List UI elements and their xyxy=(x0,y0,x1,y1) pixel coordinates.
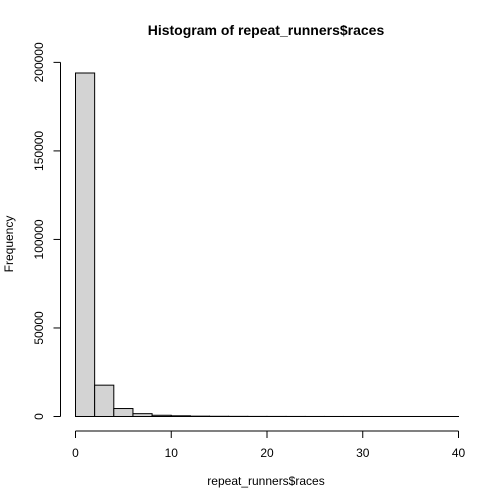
y-tick-label: 200000 xyxy=(32,42,46,82)
x-tick-label: 0 xyxy=(72,446,79,460)
chart-title: Histogram of repeat_runners$races xyxy=(148,22,385,38)
histogram-bar xyxy=(75,72,96,417)
y-tick-label: 150000 xyxy=(32,131,46,171)
histogram-bar xyxy=(94,384,115,418)
x-tick-label: 20 xyxy=(260,446,274,460)
x-axis: 0 10 20 30 40 xyxy=(72,430,466,460)
histogram-bar xyxy=(170,415,191,417)
x-tick-label: 30 xyxy=(356,446,370,460)
histogram-bar xyxy=(132,413,153,418)
y-axis-title: Frequency xyxy=(2,216,16,273)
x-tick-label: 10 xyxy=(165,446,179,460)
y-tick-label: 0 xyxy=(32,413,46,420)
x-tick-label: 40 xyxy=(452,446,466,460)
y-axis: 0 50000 100000 150000 200000 xyxy=(32,42,61,420)
histogram-bar xyxy=(113,408,134,418)
y-tick-label: 100000 xyxy=(32,219,46,259)
y-tick-label: 50000 xyxy=(32,311,46,345)
x-axis-title: repeat_runners$races xyxy=(207,474,324,488)
histogram-bars xyxy=(75,72,460,418)
histogram-bar xyxy=(151,414,172,417)
